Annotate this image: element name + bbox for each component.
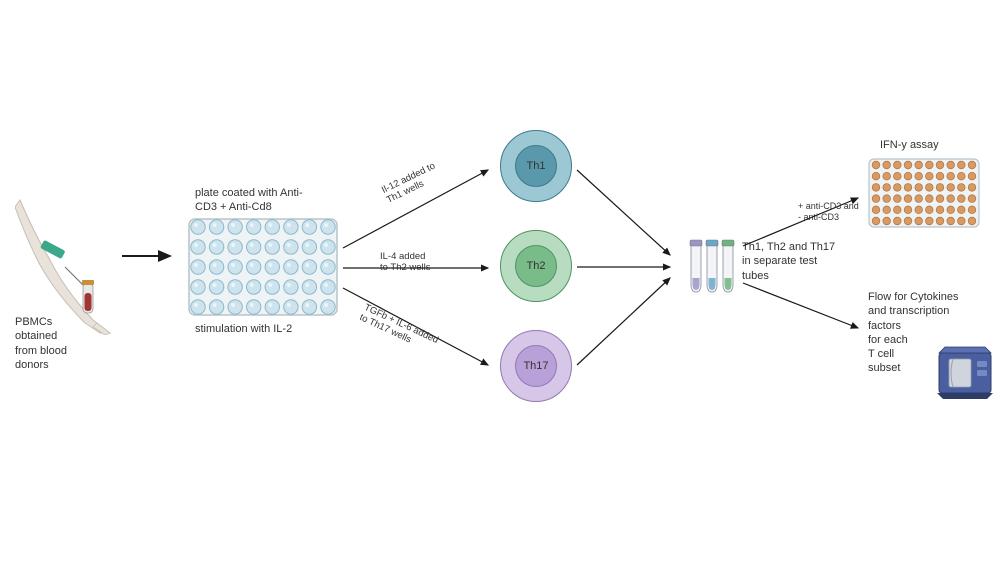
flow-cytometer-icon bbox=[935, 345, 995, 400]
th17-cell-label: Th17 bbox=[523, 360, 548, 372]
th2-cell-label: Th2 bbox=[527, 260, 546, 272]
ifny-title-label: IFN-y assay bbox=[880, 138, 980, 152]
blood-draw-arm bbox=[15, 195, 115, 335]
branch-th2-label: IL-4 added to Th2 wells bbox=[380, 251, 470, 274]
pbmcs-label: PBMCs obtained from blood donors bbox=[15, 315, 95, 372]
plate-sub-label: stimulation with IL-2 bbox=[195, 322, 345, 336]
ifny-condition-label: + anti-CD3 and - anti-CD3 bbox=[798, 201, 878, 223]
th17-cell-icon: Th17 bbox=[500, 330, 572, 402]
test-tubes-icon bbox=[685, 238, 740, 298]
well-plate-icon bbox=[188, 218, 338, 316]
ifny-plate-icon bbox=[868, 158, 980, 228]
th1-cell-icon: Th1 bbox=[500, 130, 572, 202]
th1-cell-label: Th1 bbox=[527, 160, 546, 172]
arrow-arm-to-plate bbox=[120, 248, 180, 264]
th2-cell-icon: Th2 bbox=[500, 230, 572, 302]
converge-arrows bbox=[575, 155, 685, 385]
plate-title-label: plate coated with Anti- CD3 + Anti-Cd8 bbox=[195, 186, 335, 215]
